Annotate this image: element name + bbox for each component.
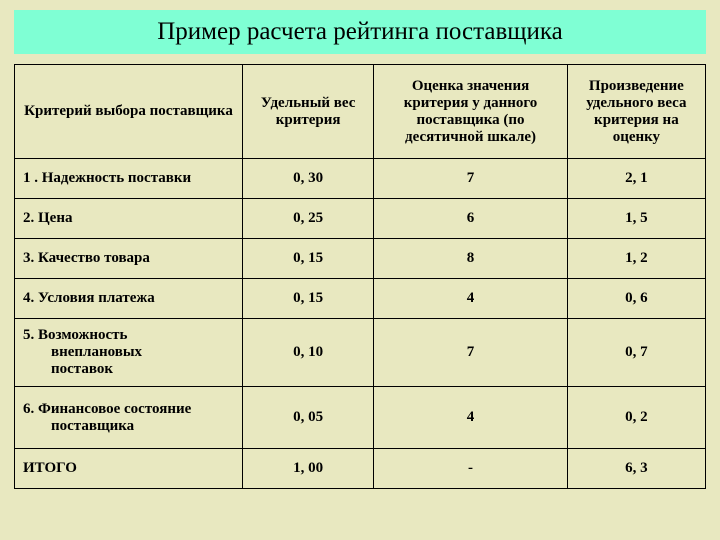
cell-product: 6, 3 xyxy=(567,449,705,489)
cell-criterion: 4. Условия платежа xyxy=(15,279,243,319)
cell-score: - xyxy=(374,449,567,489)
table-row: 5. Возможность внеплановых поставок 0, 1… xyxy=(15,319,706,387)
cell-criterion: 5. Возможность внеплановых поставок xyxy=(15,319,243,387)
criterion-line: 5. Возможность xyxy=(23,327,127,343)
title-bar: Пример расчета рейтинга поставщика xyxy=(14,10,706,54)
cell-criterion: 1 . Надежность поставки xyxy=(15,159,243,199)
criterion-line: поставщика xyxy=(23,418,234,435)
cell-product: 1, 5 xyxy=(567,199,705,239)
page-title: Пример расчета рейтинга поставщика xyxy=(26,18,694,46)
cell-product: 1, 2 xyxy=(567,239,705,279)
cell-weight: 0, 10 xyxy=(243,319,374,387)
cell-product: 2, 1 xyxy=(567,159,705,199)
table-row: 6. Финансовое состояние поставщика 0, 05… xyxy=(15,387,706,449)
cell-weight: 0, 25 xyxy=(243,199,374,239)
cell-score: 4 xyxy=(374,387,567,449)
cell-score: 8 xyxy=(374,239,567,279)
cell-weight: 0, 30 xyxy=(243,159,374,199)
header-row: Критерий выбора поставщика Удельный вес … xyxy=(15,65,706,159)
table-body: 1 . Надежность поставки 0, 30 7 2, 1 2. … xyxy=(15,159,706,489)
criterion-line: поставок xyxy=(23,361,234,378)
table-row-total: ИТОГО 1, 00 - 6, 3 xyxy=(15,449,706,489)
cell-criterion: 2. Цена xyxy=(15,199,243,239)
cell-score: 6 xyxy=(374,199,567,239)
table-row: 3. Качество товара 0, 15 8 1, 2 xyxy=(15,239,706,279)
cell-score: 7 xyxy=(374,319,567,387)
cell-weight: 1, 00 xyxy=(243,449,374,489)
header-product: Произведение удельного веса критерия на … xyxy=(567,65,705,159)
header-score: Оценка значения критерия у данного поста… xyxy=(374,65,567,159)
cell-score: 7 xyxy=(374,159,567,199)
cell-product: 0, 2 xyxy=(567,387,705,449)
criterion-line: внеплановых xyxy=(23,344,234,361)
table-row: 4. Условия платежа 0, 15 4 0, 6 xyxy=(15,279,706,319)
cell-criterion: ИТОГО xyxy=(15,449,243,489)
cell-weight: 0, 05 xyxy=(243,387,374,449)
table-row: 1 . Надежность поставки 0, 30 7 2, 1 xyxy=(15,159,706,199)
cell-criterion: 3. Качество товара xyxy=(15,239,243,279)
table-row: 2. Цена 0, 25 6 1, 5 xyxy=(15,199,706,239)
cell-product: 0, 7 xyxy=(567,319,705,387)
cell-weight: 0, 15 xyxy=(243,279,374,319)
criterion-line: 6. Финансовое состояние xyxy=(23,401,191,417)
cell-product: 0, 6 xyxy=(567,279,705,319)
header-criterion: Критерий выбора поставщика xyxy=(15,65,243,159)
cell-weight: 0, 15 xyxy=(243,239,374,279)
rating-table: Критерий выбора поставщика Удельный вес … xyxy=(14,64,706,489)
cell-score: 4 xyxy=(374,279,567,319)
header-weight: Удельный вес критерия xyxy=(243,65,374,159)
cell-criterion: 6. Финансовое состояние поставщика xyxy=(15,387,243,449)
